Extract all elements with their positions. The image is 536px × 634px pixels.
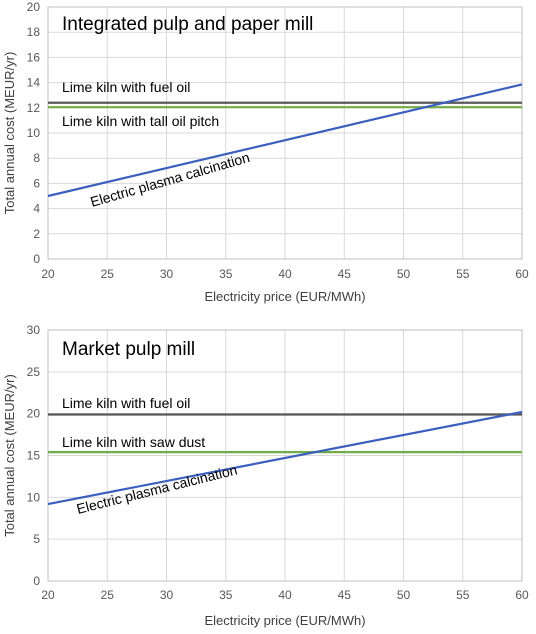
y-ticks-market: 0 5 10 15 20 25 30: [27, 323, 41, 588]
y-tick-label: 15: [27, 449, 41, 463]
series-label: Electric plasma calcination: [75, 461, 239, 516]
series-label: Lime kiln with fuel oil: [62, 395, 190, 411]
x-tick-label: 40: [278, 588, 292, 602]
y-tick-label: 16: [27, 50, 41, 64]
x-tick-label: 45: [338, 588, 352, 602]
y-tick-label: 2: [33, 227, 40, 241]
y-tick-label: 0: [33, 252, 40, 266]
series-line: [47, 83, 523, 198]
x-axis-label: Electricity price (EUR/MWh): [204, 289, 365, 304]
x-tick-label: 50: [397, 267, 411, 281]
x-tick-label: 40: [278, 267, 292, 281]
chart-integrated-mill: 0 2 4 6 8 10 12 14 16 18 20 20 25 30 35 40 45 50 55 60 Int…: [2, 0, 529, 304]
x-tick-label: 30: [160, 267, 174, 281]
y-axis-label: Total annual cost (MEUR/yr): [2, 52, 17, 215]
y-tick-label: 8: [33, 151, 40, 165]
x-tick-label: 20: [41, 588, 55, 602]
x-tick-label: 25: [101, 267, 115, 281]
chart-market-mill: 0 5 10 15 20 25 30 20 25 30 35 40 45 50 55 60 Market p…: [2, 323, 529, 628]
grid-market: [47, 329, 523, 582]
y-tick-label: 30: [27, 323, 41, 337]
x-tick-label: 60: [515, 588, 529, 602]
x-ticks-market: 20 25 30 35 40 45 50 55 60: [41, 588, 529, 602]
series-label: Lime kiln with saw dust: [62, 434, 205, 450]
series-label: Lime kiln with fuel oil: [62, 79, 190, 95]
y-axis-label: Total annual cost (MEUR/yr): [2, 374, 17, 537]
y-ticks-integrated: 0 2 4 6 8 10 12 14 16 18 20: [27, 0, 41, 266]
x-tick-label: 30: [160, 588, 174, 602]
y-tick-label: 20: [27, 407, 41, 421]
x-tick-label: 55: [456, 588, 470, 602]
x-tick-label: 25: [101, 588, 115, 602]
y-tick-label: 5: [33, 532, 40, 546]
x-ticks-integrated: 20 25 30 35 40 45 50 55 60: [41, 267, 529, 281]
series-market: [47, 410, 523, 506]
y-tick-label: 6: [33, 176, 40, 190]
y-tick-label: 18: [27, 25, 41, 39]
grid-integrated: [47, 6, 523, 260]
y-tick-label: 20: [27, 0, 41, 14]
x-tick-label: 20: [41, 267, 55, 281]
series-line: [47, 410, 523, 506]
x-tick-label: 35: [219, 267, 233, 281]
x-tick-label: 45: [338, 267, 352, 281]
plot-area-integrated: [47, 6, 523, 260]
y-tick-label: 4: [33, 202, 40, 216]
x-tick-label: 35: [219, 588, 233, 602]
y-tick-label: 10: [27, 126, 41, 140]
y-tick-label: 10: [27, 490, 41, 504]
series-integrated: [47, 83, 523, 198]
y-tick-label: 12: [27, 101, 41, 115]
y-tick-label: 0: [33, 574, 40, 588]
y-tick-label: 25: [27, 365, 41, 379]
x-axis-label: Electricity price (EUR/MWh): [204, 613, 365, 628]
chart-title: Market pulp mill: [62, 339, 195, 360]
y-tick-label: 14: [27, 76, 41, 90]
x-tick-label: 55: [456, 267, 470, 281]
plot-area-market: [47, 329, 523, 582]
series-label: Lime kiln with tall oil pitch: [62, 113, 219, 129]
x-tick-label: 50: [397, 588, 411, 602]
chart-title: Integrated pulp and paper mill: [62, 14, 313, 35]
x-tick-label: 60: [515, 267, 529, 281]
